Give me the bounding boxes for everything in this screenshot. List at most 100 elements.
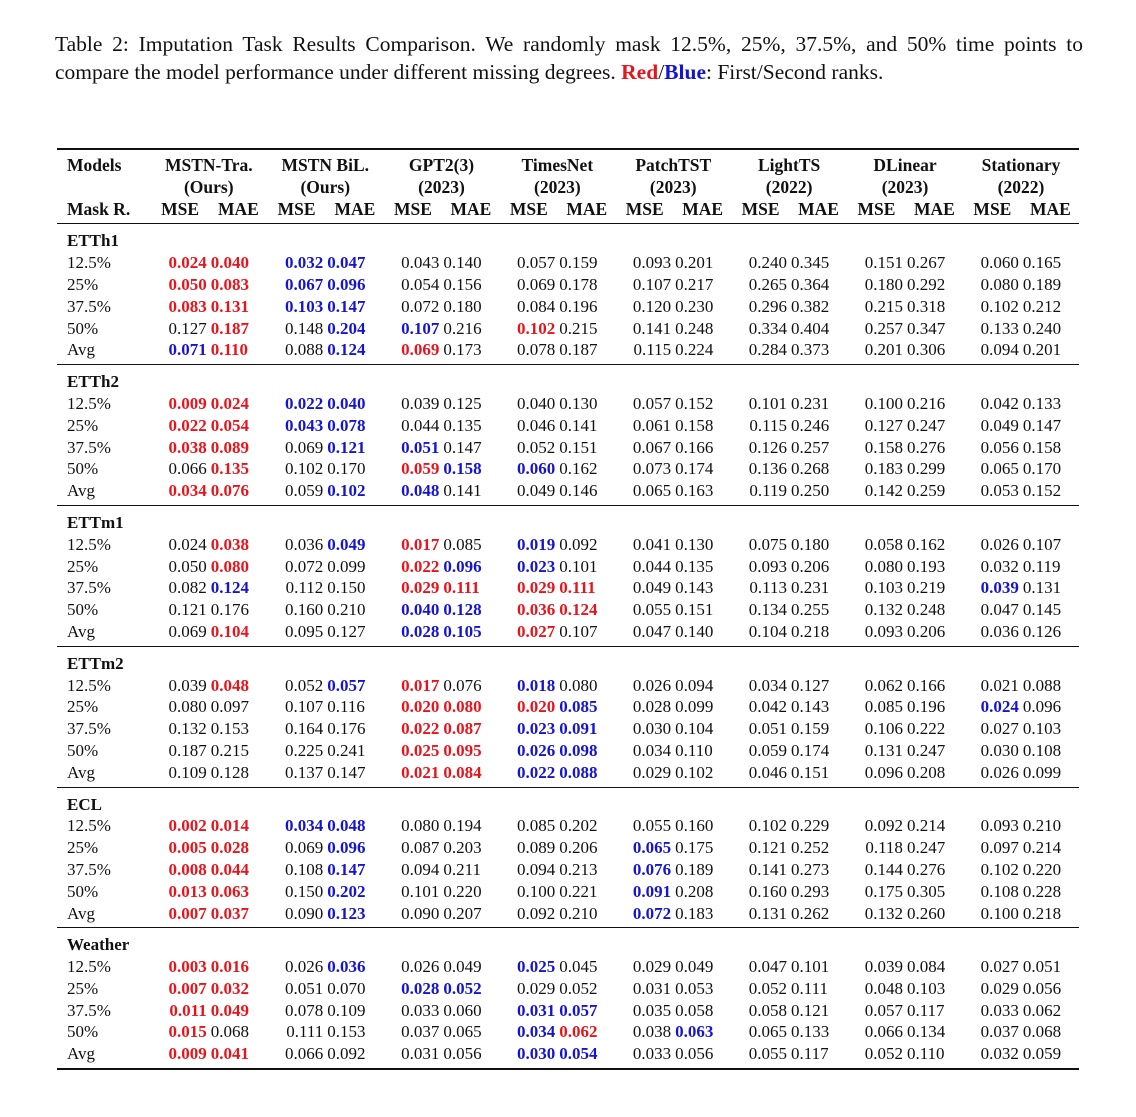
mse-value: 0.069 — [284, 437, 324, 457]
mse-value: 0.002 — [168, 816, 207, 836]
mae-value: 0.231 — [791, 393, 830, 413]
mae-value: 0.158 — [675, 415, 714, 435]
mae-value: 0.229 — [791, 816, 830, 836]
mae-value: 0.215 — [559, 318, 598, 338]
mse-value: 0.141 — [632, 318, 672, 338]
mse-value: 0.284 — [731, 339, 791, 366]
mae-value: 0.221 — [559, 881, 598, 901]
mae-value: 0.135 — [675, 556, 714, 576]
mse-value: 0.150 — [284, 881, 324, 901]
mse-value: 0.094 — [962, 339, 1022, 366]
mae-value: 0.085 — [559, 697, 598, 717]
mse-value: 0.096 — [847, 761, 906, 788]
mae-value: 0.217 — [675, 274, 714, 294]
mse-value: 0.087 — [401, 838, 440, 858]
mask-ratio: 37.5% — [67, 578, 111, 598]
mae-value: 0.202 — [559, 816, 598, 836]
mse-value: 0.084 — [517, 296, 556, 316]
mse-value: 0.032 — [962, 1043, 1022, 1071]
mse-value: 0.069 — [517, 274, 556, 294]
caption-blue-label: Blue — [664, 60, 706, 84]
mae-value: 0.231 — [791, 578, 830, 598]
mse-value: 0.215 — [864, 296, 903, 316]
mse-value: 0.033 — [615, 1043, 675, 1071]
mse-value: 0.011 — [169, 1000, 207, 1020]
mse-value: 0.025 — [401, 740, 440, 760]
mae-value: 0.276 — [906, 859, 946, 879]
table-row: 37.5% 0.011 0.049 0.078 0.109 0.033 0.060 0.031… — [57, 1000, 1079, 1022]
table-row: 37.5% 0.038 0.089 0.069 0.121 0.051 0.147 0.052… — [57, 437, 1079, 459]
mse-value: 0.026 — [962, 761, 1022, 788]
mae-value: 0.119 — [1022, 556, 1061, 576]
model-name: TimesNet — [499, 148, 616, 177]
mse-value: 0.115 — [749, 415, 788, 435]
mae-value: 0.135 — [210, 459, 249, 479]
dataset-name: ETTm1 — [67, 512, 124, 532]
mae-value: 0.241 — [327, 740, 366, 760]
mae-value: 0.159 — [559, 253, 598, 273]
mae-value: 0.151 — [559, 437, 598, 457]
mse-value: 0.020 — [401, 697, 440, 717]
mse-value: 0.132 — [168, 719, 207, 739]
mse-value: 0.031 — [517, 1000, 556, 1020]
table-row: Avg 0.009 0.041 0.066 0.092 0.031 0.056 0.030 0.… — [57, 1043, 1079, 1071]
mse-value: 0.052 — [748, 978, 788, 998]
mae-value: 0.084 — [906, 957, 946, 977]
table-row: Avg 0.071 0.110 0.088 0.124 0.069 0.173 0.078 0.… — [57, 339, 1079, 366]
mae-value: 0.099 — [327, 556, 366, 576]
mae-value: 0.218 — [790, 620, 848, 647]
mask-ratio-label: Mask R. — [57, 198, 151, 225]
mse-value: 0.015 — [168, 1022, 207, 1042]
model-year: (2022) — [997, 176, 1045, 197]
mae-value: 0.135 — [443, 415, 482, 435]
mae-value: 0.255 — [791, 600, 830, 620]
mse-value: 0.109 — [150, 761, 210, 788]
mse-value: 0.097 — [980, 838, 1019, 858]
mae-value: 0.187 — [558, 339, 616, 366]
mse-value: 0.018 — [517, 675, 556, 695]
mse-value: 0.095 — [267, 620, 327, 647]
mae-value: 0.151 — [675, 600, 714, 620]
mse-value: 0.088 — [267, 339, 327, 366]
mse-value: 0.037 — [401, 1022, 440, 1042]
mae-value: 0.133 — [791, 1022, 830, 1042]
mae-value: 0.187 — [210, 318, 249, 338]
mae-value: 0.173 — [442, 339, 500, 366]
mse-value: 0.029 — [401, 578, 440, 598]
mse-value: 0.060 — [980, 253, 1019, 273]
mse-value: 0.085 — [517, 816, 556, 836]
mae-value: 0.141 — [559, 415, 598, 435]
mae-value: 0.068 — [1022, 1022, 1062, 1042]
model-name: GPT2(3) — [383, 148, 500, 177]
mse-value: 0.036 — [962, 620, 1022, 647]
mae-value: 0.147 — [1022, 415, 1062, 435]
mae-value: 0.162 — [906, 534, 946, 554]
mae-value: 0.096 — [327, 274, 366, 294]
mae-value: 0.116 — [327, 697, 365, 717]
mae-value: 0.024 — [210, 393, 249, 413]
mae-value: 0.257 — [791, 437, 830, 457]
mse-value: 0.072 — [615, 902, 675, 929]
mae-value: 0.063 — [210, 881, 249, 901]
mae-value: 0.111 — [791, 978, 829, 998]
mse-value: 0.148 — [284, 318, 324, 338]
mse-value: 0.034 — [517, 1022, 556, 1042]
mae-value: 0.213 — [559, 859, 598, 879]
mse-value: 0.069 — [150, 620, 210, 647]
mse-value: 0.057 — [517, 253, 556, 273]
mse-value: 0.029 — [517, 578, 556, 598]
mse-value: 0.048 — [383, 480, 443, 506]
metric-mse: MSE — [731, 198, 791, 225]
mse-value: 0.201 — [847, 339, 906, 366]
mse-value: 0.017 — [401, 675, 440, 695]
mae-value: 0.121 — [327, 437, 366, 457]
mse-value: 0.126 — [748, 437, 788, 457]
mae-value: 0.220 — [443, 881, 482, 901]
mse-value: 0.073 — [632, 459, 672, 479]
caption-slash: / — [658, 60, 665, 84]
mae-value: 0.101 — [791, 957, 830, 977]
mae-value: 0.040 — [210, 253, 249, 273]
caption-text: Table 2: Imputation Task Results Compari… — [55, 32, 1083, 84]
mae-value: 0.049 — [675, 957, 714, 977]
mae-value: 0.207 — [442, 902, 500, 929]
